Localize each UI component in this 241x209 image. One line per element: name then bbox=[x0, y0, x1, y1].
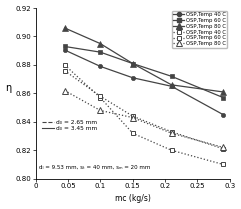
Legend: d₀ = 2.65 mm, d₀ = 3.45 mm: d₀ = 2.65 mm, d₀ = 3.45 mm bbox=[40, 118, 99, 133]
X-axis label: mᴄ (kg/s): mᴄ (kg/s) bbox=[115, 194, 151, 203]
Text: dₗ = 9.53 mm, sₜ = 40 mm, sₘ = 20 mm: dₗ = 9.53 mm, sₜ = 40 mm, sₘ = 20 mm bbox=[40, 164, 151, 169]
Y-axis label: η: η bbox=[6, 83, 12, 93]
